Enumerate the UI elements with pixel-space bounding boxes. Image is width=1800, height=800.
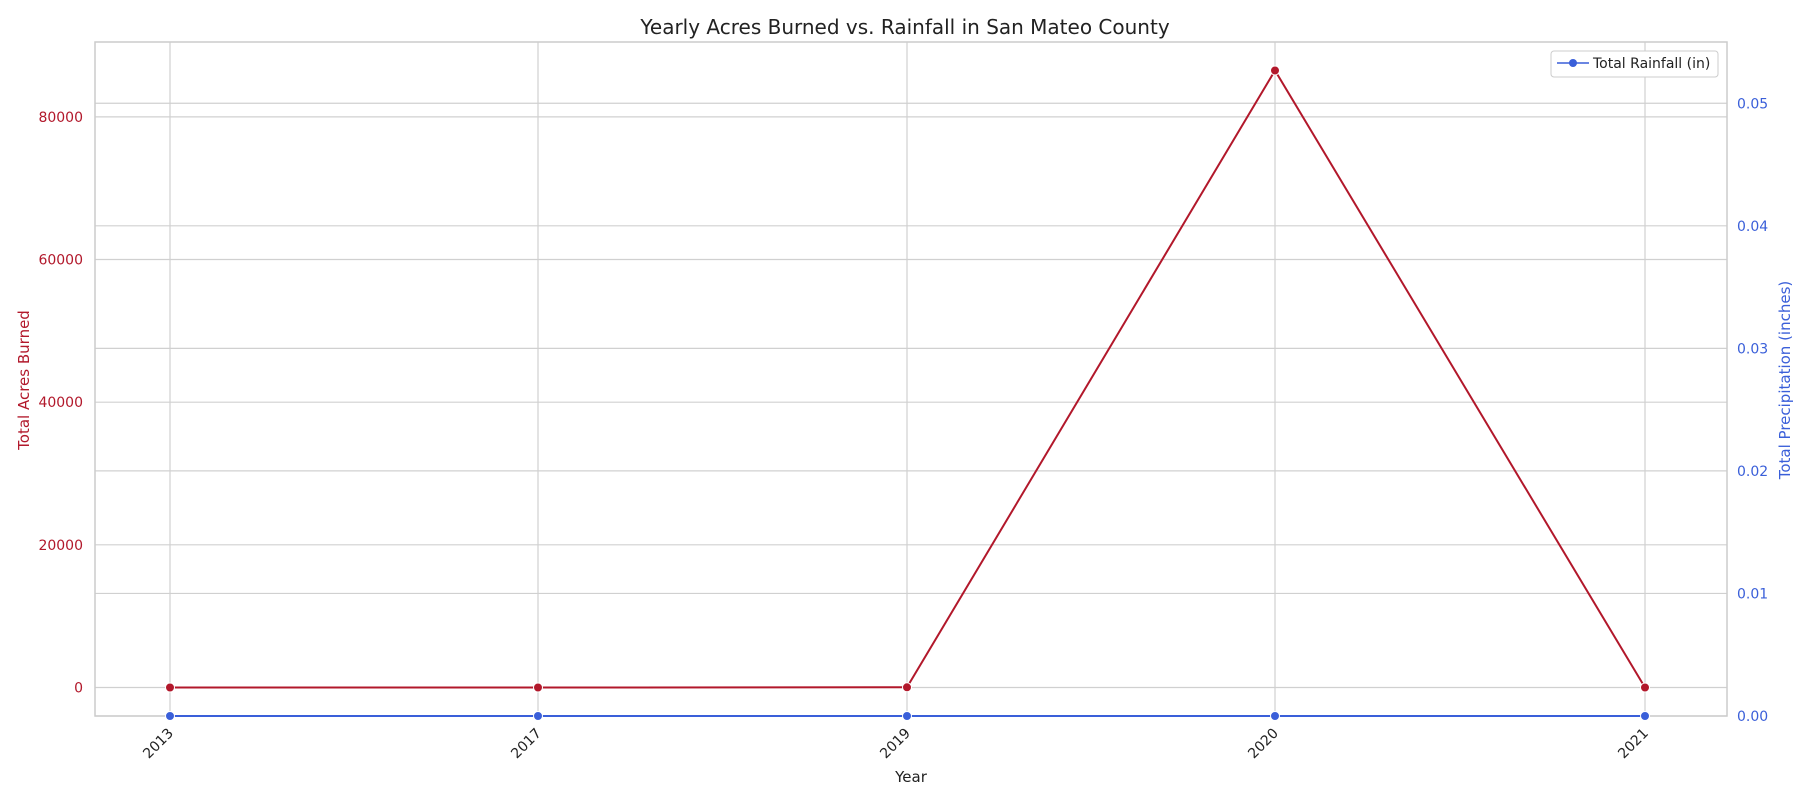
series-layer — [165, 65, 1650, 721]
x-tick-label: 2013 — [140, 726, 177, 763]
ticks-layer: 0 20000 40000 60000 80000 0.00 0.01 0.02 0.03 0.0… — [38, 96, 1768, 762]
series-0-point — [1270, 65, 1280, 76]
y-right-tick-label: 0.01 — [1737, 586, 1768, 602]
series-1-point — [1270, 711, 1280, 721]
y-left-tick-label: 80000 — [38, 110, 83, 126]
y-left-tick-label: 40000 — [38, 395, 83, 411]
series-0-point — [533, 682, 543, 693]
chart-title: Yearly Acres Burned vs. Rainfall in San … — [639, 15, 1169, 39]
x-tick-label: 2019 — [877, 726, 914, 763]
legend-label-rainfall: Total Rainfall (in) — [1592, 56, 1710, 72]
y-left-tick-label: 60000 — [38, 253, 83, 269]
y-right-tick-label: 0.00 — [1737, 709, 1768, 725]
series-1-point — [533, 711, 543, 721]
grid-layer — [95, 42, 1727, 717]
y-right-tick-label: 0.02 — [1737, 464, 1768, 480]
y-right-axis-label: Total Precipitation (inches) — [1776, 281, 1794, 481]
x-tick-label: 2021 — [1615, 726, 1652, 763]
legend-marker-rainfall — [1569, 59, 1577, 67]
series-1-point — [902, 711, 912, 721]
series-0-point — [1640, 682, 1650, 693]
series-1-point — [165, 711, 175, 721]
y-left-tick-label: 0 — [74, 680, 83, 696]
y-right-tick-label: 0.04 — [1737, 219, 1768, 235]
legend: Total Rainfall (in) — [1550, 50, 1719, 78]
series-1-point — [1640, 711, 1650, 721]
y-right-tick-label: 0.05 — [1737, 96, 1768, 112]
legend-box — [1550, 50, 1719, 78]
y-left-tick-label: 20000 — [38, 538, 83, 554]
plot-frame — [94, 41, 1728, 717]
x-axis-label: Year — [894, 768, 928, 786]
y-right-tick-label: 0.03 — [1737, 341, 1768, 357]
series-0-point — [165, 682, 175, 693]
series-0-point — [902, 682, 912, 693]
x-tick-label: 2017 — [508, 726, 545, 763]
y-left-axis-label: Total Acres Burned — [15, 310, 33, 451]
x-tick-label: 2020 — [1245, 726, 1282, 763]
